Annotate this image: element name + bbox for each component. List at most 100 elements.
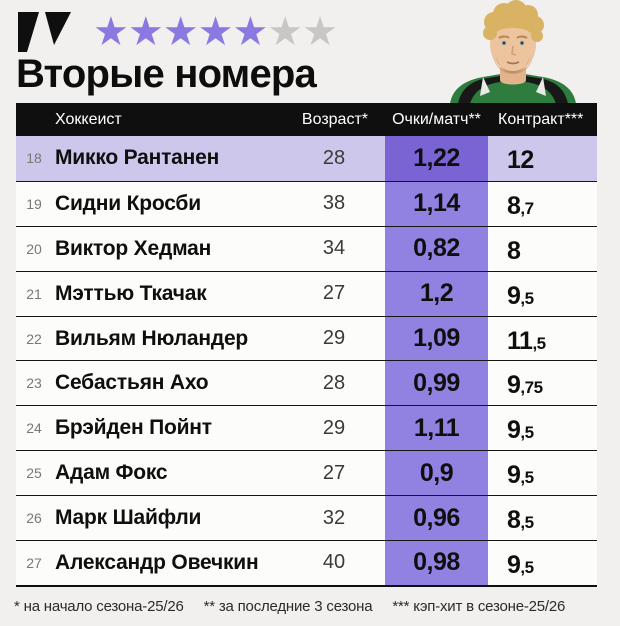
contract-value: 8,7 <box>488 182 597 226</box>
column-gap <box>368 451 385 495</box>
contract-main: 9 <box>507 281 521 310</box>
contract-decimal: ,5 <box>520 423 534 443</box>
table-row: 23 Себастьян Ахо 28 0,99 9,75 <box>16 360 597 406</box>
contract-value: 9,75 <box>488 361 597 405</box>
table-row: 26 Марк Шайфли 32 0,96 8,5 <box>16 495 597 541</box>
player-rank: 24 <box>26 420 42 437</box>
page-title: Вторые номера <box>16 52 317 96</box>
player-age: 40 <box>322 551 346 574</box>
star-empty-icon: ★ <box>302 10 339 54</box>
column-header-player: Хоккеист <box>55 110 122 128</box>
column-gap <box>368 361 385 405</box>
star-rating: ★ ★ ★ ★ ★ ★ ★ <box>93 8 339 56</box>
points-per-game: 0,99 <box>385 361 488 406</box>
column-gap <box>368 496 385 540</box>
player-rank: 18 <box>26 150 42 167</box>
player-rank: 21 <box>26 285 42 302</box>
column-gap <box>368 136 385 181</box>
player-name: Мэттью Ткачак <box>55 281 207 305</box>
contract-value: 9,5 <box>488 406 597 450</box>
column-gap <box>368 182 385 226</box>
player-name: Александр Овечкин <box>55 550 259 574</box>
player-name: Вильям Нюландер <box>55 326 249 350</box>
contract-value: 9,5 <box>488 541 597 585</box>
player-rank: 20 <box>26 240 42 257</box>
contract-value: 9,5 <box>488 272 597 316</box>
player-rank: 19 <box>26 195 42 212</box>
table-row: 25 Адам Фокс 27 0,9 9,5 <box>16 450 597 496</box>
contract-decimal: ,5 <box>520 468 534 488</box>
contract-value: 11,5 <box>488 317 597 361</box>
player-name: Адам Фокс <box>55 461 168 485</box>
contract-decimal: ,5 <box>532 333 546 353</box>
footnotes: * на начало сезона-25/26 ** за последние… <box>14 598 614 615</box>
points-per-game: 1,2 <box>385 271 488 316</box>
contract-decimal: ,5 <box>520 288 534 308</box>
footnote-contract: *** кэп-хит в сезоне-25/26 <box>392 598 566 615</box>
contract-main: 8 <box>507 191 521 220</box>
player-age: 27 <box>322 282 346 305</box>
player-age: 29 <box>322 416 346 439</box>
column-gap <box>368 272 385 316</box>
player-name: Сидни Кросби <box>55 191 201 215</box>
contract-main: 8 <box>507 236 521 265</box>
column-header-points: Очки/матч** <box>392 110 481 128</box>
points-per-game: 0,82 <box>385 226 488 271</box>
points-per-game: 1,11 <box>385 406 488 451</box>
player-name: Себастьян Ахо <box>55 371 209 395</box>
player-rank: 27 <box>26 554 42 571</box>
star-filled-icon: ★ <box>197 10 234 54</box>
column-header-contract: Контракт*** <box>498 110 584 128</box>
player-age: 34 <box>322 237 346 260</box>
contract-decimal: ,7 <box>520 198 534 218</box>
points-per-game: 0,98 <box>385 541 488 585</box>
star-filled-icon: ★ <box>127 10 164 54</box>
star-filled-icon: ★ <box>232 10 269 54</box>
points-per-game: 1,22 <box>385 136 488 181</box>
table-row: 24 Брэйден Пойнт 29 1,11 9,5 <box>16 405 597 451</box>
player-name: Марк Шайфли <box>55 506 202 530</box>
contract-main: 9 <box>507 461 521 490</box>
contract-decimal: ,5 <box>520 513 534 533</box>
contract-main: 9 <box>507 551 521 580</box>
player-rank: 22 <box>26 330 42 347</box>
points-per-game: 1,09 <box>385 316 488 361</box>
contract-decimal: ,75 <box>520 378 543 398</box>
contract-main: 8 <box>507 506 521 535</box>
contract-value: 8 <box>488 227 597 271</box>
star-filled-icon: ★ <box>162 10 199 54</box>
player-age: 28 <box>322 371 346 394</box>
star-filled-icon: ★ <box>93 10 129 54</box>
player-photo <box>450 0 576 104</box>
contract-decimal: ,5 <box>520 558 534 578</box>
footnote-age: * на начало сезона-25/26 <box>14 598 184 615</box>
star-empty-icon: ★ <box>267 10 304 54</box>
table-row: 18 Микко Рантанен 28 1,22 12 <box>16 136 597 181</box>
footnote-points: ** за последние 3 сезона <box>203 598 373 615</box>
table-row: 27 Александр Овечкин 40 0,98 9,5 <box>16 540 597 585</box>
player-rank: 25 <box>26 465 42 482</box>
contract-value: 9,5 <box>488 451 597 495</box>
column-gap <box>368 541 385 585</box>
player-age: 28 <box>322 146 346 169</box>
contract-main: 9 <box>507 416 521 445</box>
column-gap <box>368 406 385 450</box>
points-per-game: 1,14 <box>385 181 488 226</box>
points-per-game: 0,9 <box>385 451 488 496</box>
contract-main: 9 <box>507 371 521 400</box>
table-row: 19 Сидни Кросби 38 1,14 8,7 <box>16 180 597 226</box>
player-age: 38 <box>322 192 346 215</box>
player-name: Виктор Хедман <box>55 236 212 260</box>
table-header-row: Хоккеист Возраст* Очки/матч** Контракт**… <box>16 103 597 136</box>
contract-main: 12 <box>507 146 534 174</box>
player-rank: 26 <box>26 510 42 527</box>
player-rank: 23 <box>26 375 42 392</box>
player-name: Микко Рантанен <box>55 146 220 170</box>
player-name: Брэйден Пойнт <box>55 416 212 440</box>
player-age: 27 <box>322 461 346 484</box>
player-age: 29 <box>322 327 346 349</box>
points-per-game: 0,96 <box>385 496 488 541</box>
players-table: Хоккеист Возраст* Очки/матч** Контракт**… <box>16 103 597 587</box>
column-header-age: Возраст* <box>301 110 368 128</box>
